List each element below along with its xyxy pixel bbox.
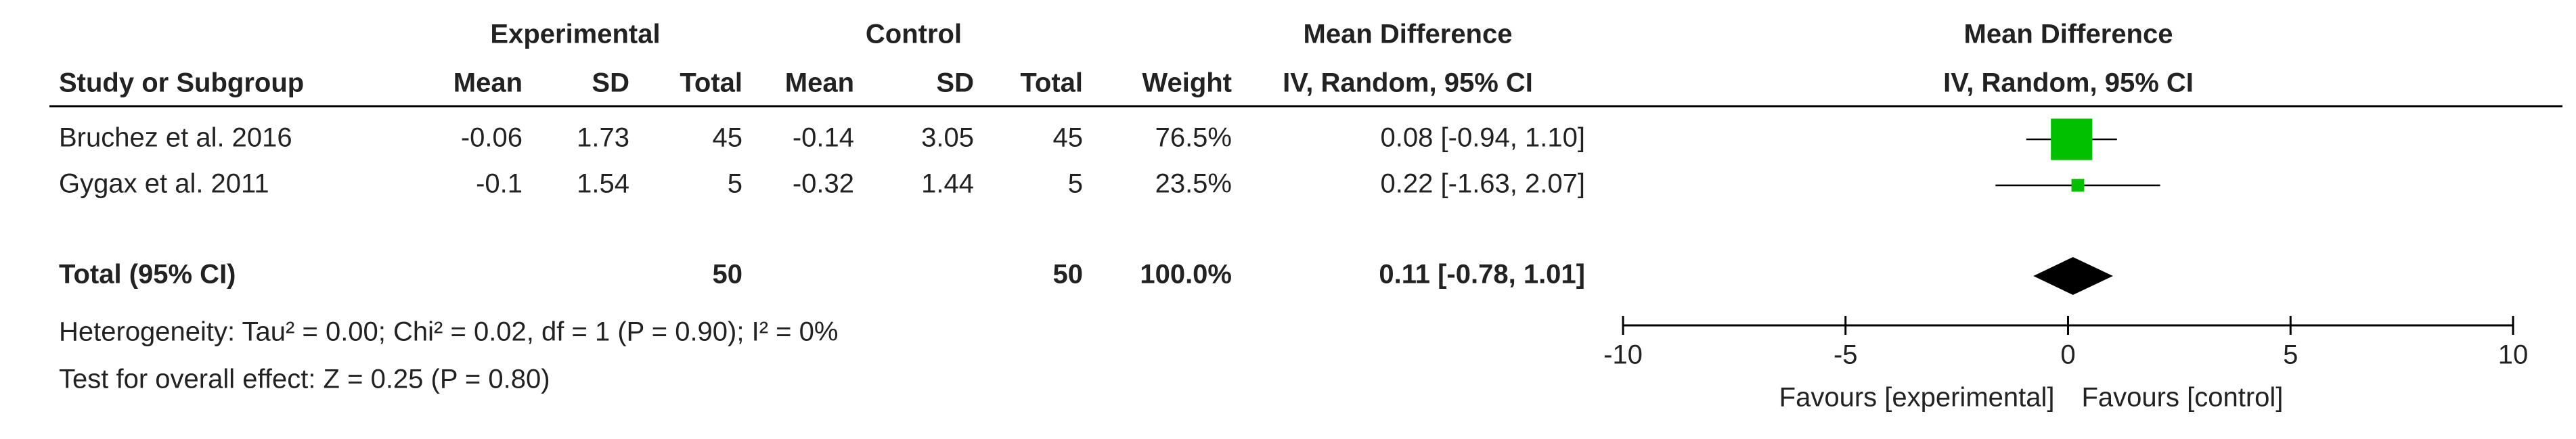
column-header: Total xyxy=(680,68,742,98)
study-name: Bruchez et al. 2016 xyxy=(59,123,292,153)
column-header: Study or Subgroup xyxy=(59,68,304,98)
cell: 45 xyxy=(1053,123,1084,153)
study-square xyxy=(2071,179,2085,192)
weight: 76.5% xyxy=(1155,123,1232,153)
group-header: Control xyxy=(866,20,962,49)
overall-effect: Test for overall effect: Z = 0.25 (P = 0… xyxy=(59,365,550,394)
column-header: Mean xyxy=(785,68,854,98)
cell: 3.05 xyxy=(921,123,974,153)
column-header: IV, Random, 95% CI xyxy=(1283,68,1533,98)
column-header: Mean xyxy=(453,68,523,98)
column-header: Total xyxy=(1020,68,1083,98)
study-square xyxy=(2051,118,2093,160)
cell: 1.73 xyxy=(577,123,629,153)
cell: -0.1 xyxy=(476,169,523,199)
total-name: Total (95% CI) xyxy=(59,260,236,290)
effect-label: 0.11 [-0.78, 1.01] xyxy=(1379,260,1585,290)
column-header: IV, Random, 95% CI xyxy=(1943,68,2194,98)
weight: 100.0% xyxy=(1140,260,1232,290)
favours-label: Favours [control] xyxy=(2082,383,2284,413)
x-tick-label: -5 xyxy=(1834,340,1858,370)
effect-label: 0.22 [-1.63, 2.07] xyxy=(1381,169,1585,199)
cell: 1.44 xyxy=(921,169,974,199)
cell: 50 xyxy=(713,260,743,290)
pooled-diamond xyxy=(2033,257,2113,295)
cell: -0.32 xyxy=(793,169,854,199)
column-header: SD xyxy=(592,68,629,98)
cell: 50 xyxy=(1053,260,1084,290)
cell: 5 xyxy=(728,169,742,199)
cell: 45 xyxy=(713,123,743,153)
group-header: Mean Difference xyxy=(1964,20,2173,49)
column-header: SD xyxy=(936,68,974,98)
weight: 23.5% xyxy=(1155,169,1232,199)
x-tick-label: 10 xyxy=(2498,340,2529,370)
favours-label: Favours [experimental] xyxy=(1779,383,2055,413)
x-tick-label: 0 xyxy=(2060,340,2075,370)
heterogeneity: Heterogeneity: Tau² = 0.00; Chi² = 0.02,… xyxy=(59,317,838,347)
cell: -0.14 xyxy=(793,123,854,153)
x-tick-label: 5 xyxy=(2283,340,2298,370)
group-header: Experimental xyxy=(490,20,660,49)
group-header: Mean Difference xyxy=(1304,20,1513,49)
study-name: Gygax et al. 2011 xyxy=(59,169,269,199)
cell: 5 xyxy=(1068,169,1083,199)
cell: -0.06 xyxy=(461,123,523,153)
cell: 1.54 xyxy=(577,169,629,199)
effect-label: 0.08 [-0.94, 1.10] xyxy=(1381,123,1585,153)
column-header: Weight xyxy=(1142,68,1232,98)
x-tick-label: -10 xyxy=(1603,340,1643,370)
